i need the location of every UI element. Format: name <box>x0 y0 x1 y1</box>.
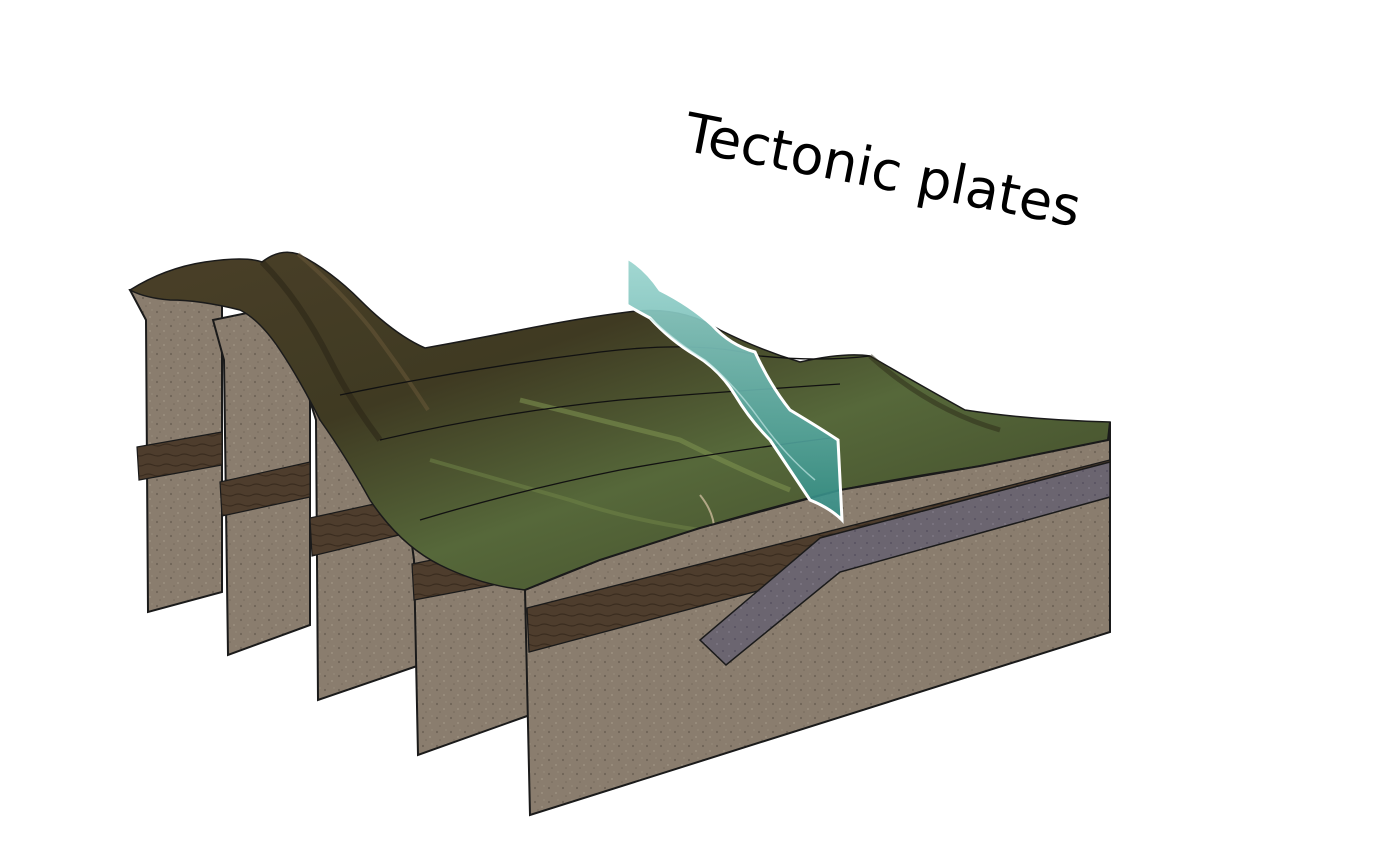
terrain-surface <box>128 251 1111 591</box>
subducting-plate <box>698 461 1111 667</box>
slice-2 <box>211 298 311 657</box>
slice-1 <box>128 280 223 614</box>
slice-5-front <box>523 421 1111 817</box>
diagram-title: Tectonic plates <box>679 101 1087 240</box>
fault-plane <box>625 255 844 524</box>
